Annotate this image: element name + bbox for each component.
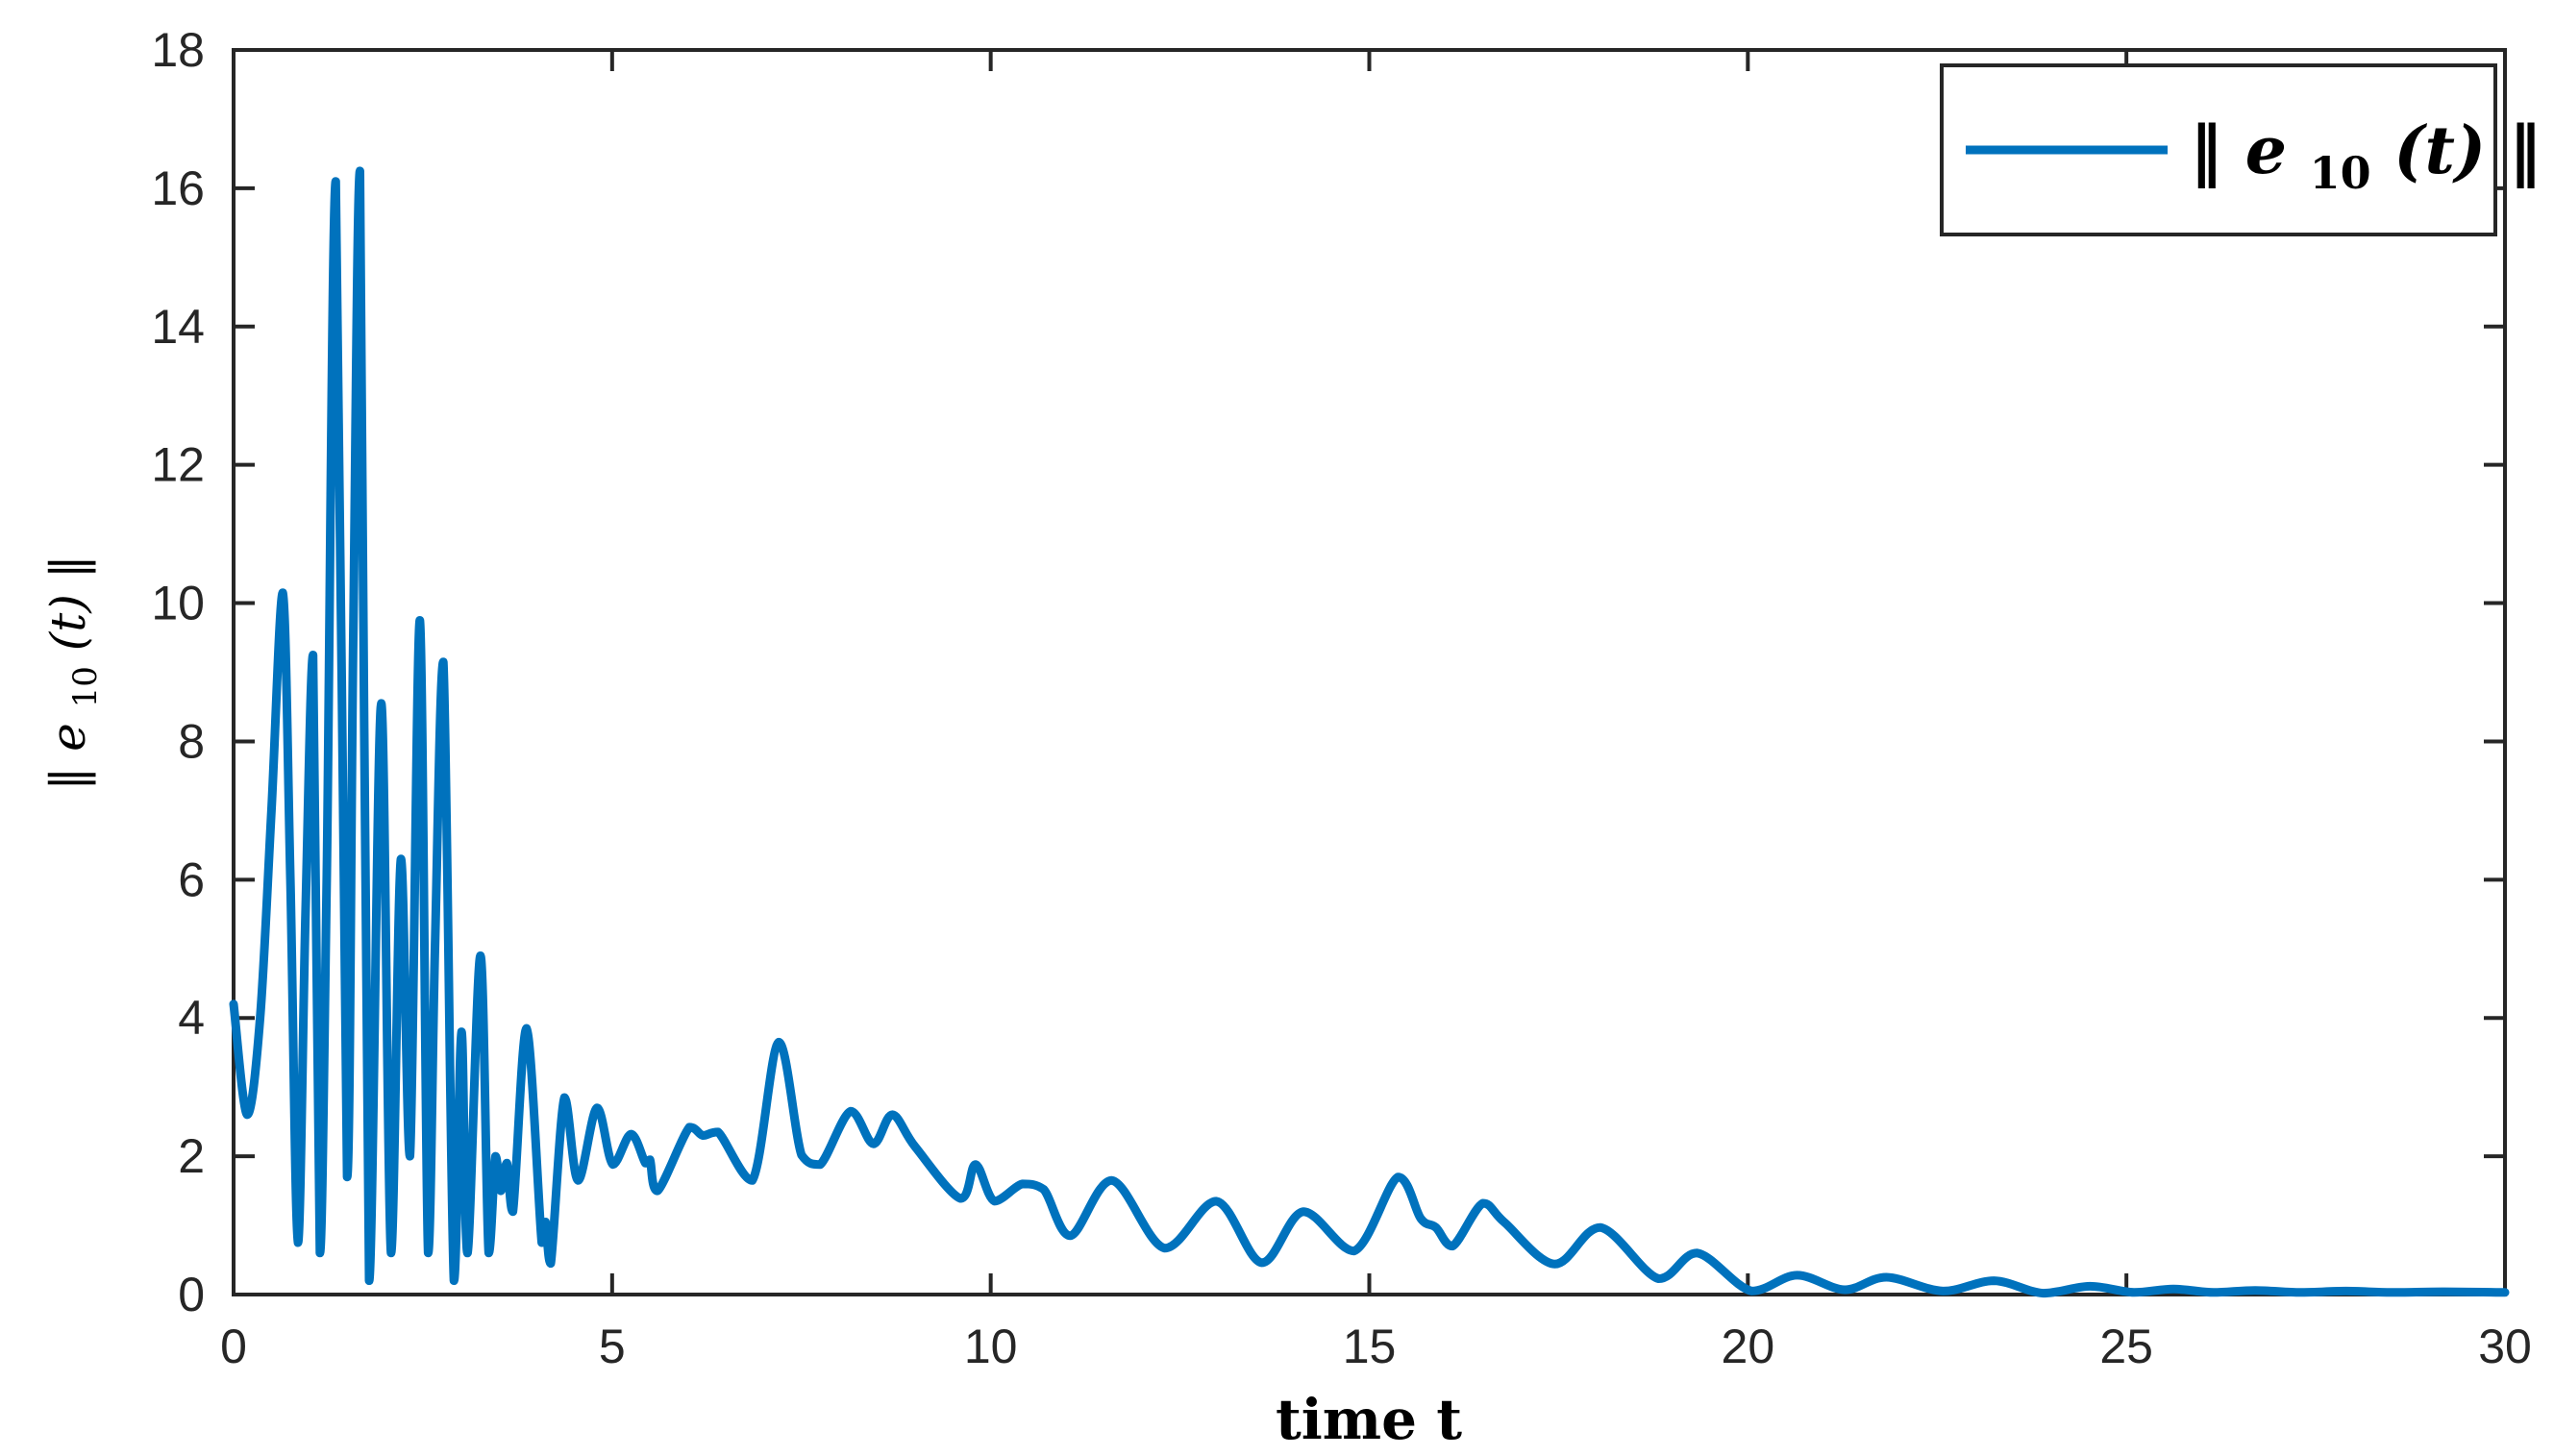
x-tick-label: 30 — [2478, 1320, 2532, 1373]
x-tick-label: 20 — [1722, 1320, 1775, 1373]
legend-variable: e — [2245, 112, 2287, 189]
error-norm-curve — [229, 166, 2510, 1298]
tick-marks — [232, 48, 2507, 1296]
x-tick-label: 10 — [964, 1320, 1018, 1373]
legend-norm-close: ‖ — [2509, 112, 2542, 189]
y-tick-label: 0 — [178, 1268, 205, 1321]
x-tick-label: 0 — [220, 1320, 247, 1373]
tick-labels: 0 5 10 15 20 25 30 0 2 4 6 8 10 12 14 16 18 — [151, 23, 2531, 1373]
y-tick-label: 2 — [178, 1129, 205, 1183]
ylabel-norm-open: ‖ — [40, 767, 96, 791]
y-tick-label: 6 — [178, 852, 205, 906]
x-tick-label: 5 — [599, 1320, 626, 1373]
y-tick-label: 18 — [151, 23, 205, 77]
legend-label: ‖ e 10 (t) ‖ — [2190, 112, 2542, 205]
x-tick-label: 15 — [1343, 1320, 1397, 1373]
ylabel-norm-close: ‖ — [40, 555, 96, 579]
axes-box — [232, 48, 2507, 1296]
ylabel-argument: (t) — [40, 594, 96, 651]
ylabel-subscript: 10 — [66, 666, 105, 707]
legend-subscript: 10 — [2310, 147, 2371, 199]
y-tick-label: 14 — [151, 300, 205, 354]
ylabel-variable: e — [40, 723, 96, 752]
legend-norm-open: ‖ — [2190, 112, 2222, 189]
legend: ‖ e 10 (t) ‖ — [1940, 63, 2542, 236]
y-tick-label: 10 — [151, 577, 205, 630]
x-axis-label: time t — [1276, 1387, 1462, 1452]
x-tick-label: 25 — [2099, 1320, 2153, 1373]
y-tick-label: 16 — [151, 161, 205, 215]
y-axis-label: ‖ e 10 (t) ‖ — [40, 555, 108, 791]
y-tick-label: 4 — [178, 991, 205, 1045]
legend-argument: (t) — [2393, 112, 2486, 189]
y-tick-label: 8 — [178, 714, 205, 768]
y-tick-label: 12 — [151, 438, 205, 492]
